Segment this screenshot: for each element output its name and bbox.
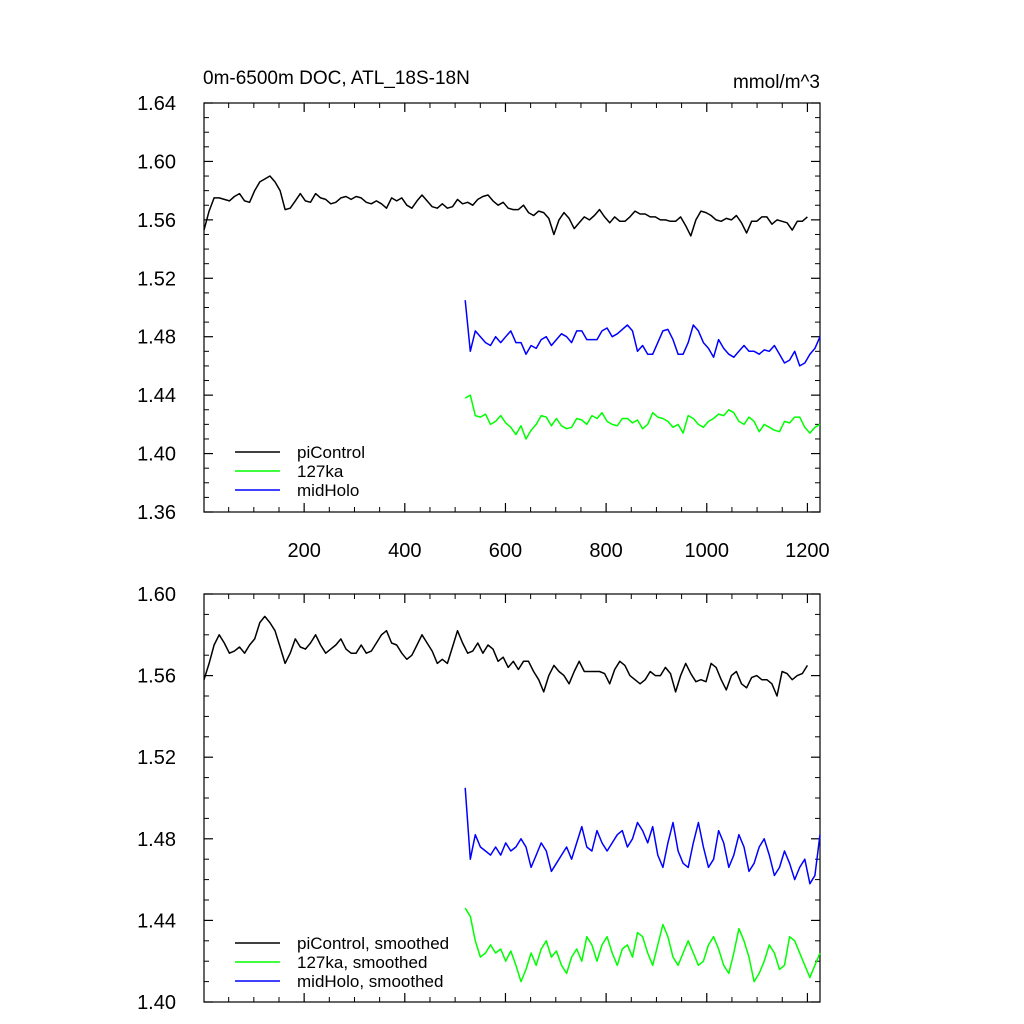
x-tick-label: 600 (489, 540, 522, 562)
legend-label: midHolo (297, 481, 359, 500)
bottom-panel: 1.40 1.44 1.48 1.52 1.56 1.60 piControl, smoot… (137, 584, 821, 1014)
series-line-picontrol (203, 175, 808, 237)
y-tick-label: 1.56 (137, 666, 176, 688)
y-tick-label: 1.64 (137, 93, 176, 115)
y-tick-label: 1.36 (137, 502, 176, 524)
series-line-picontrol-smoothed (203, 615, 809, 697)
y-tick-label: 1.40 (137, 444, 176, 466)
series-line-midholo-smoothed (464, 787, 821, 885)
legend-label: piControl (297, 443, 365, 462)
top-panel-units: mmol/m^3 (733, 72, 820, 93)
y-tick-label: 1.44 (137, 385, 176, 407)
top-panel-title: 0m-6500m DOC, ATL_18S-18N (203, 68, 470, 89)
x-tick-label: 200 (287, 540, 320, 562)
y-tick-label: 1.48 (137, 327, 176, 349)
x-tick-label: 400 (388, 540, 421, 562)
y-tick-label: 1.60 (137, 151, 176, 173)
legend-label: midHolo, smoothed (297, 972, 443, 991)
y-tick-label: 1.52 (137, 268, 176, 290)
legend-label: 127ka, smoothed (297, 953, 427, 972)
y-tick-label: 1.52 (137, 747, 176, 769)
y-tick-label: 1.44 (137, 910, 176, 932)
y-tick-label: 1.60 (137, 584, 176, 606)
legend-label: 127ka (297, 462, 344, 481)
y-tick-label: 1.40 (137, 992, 176, 1014)
top-panel: 0m-6500m DOC, ATL_18S-18N mmol/m^3 1.36 1… (137, 68, 830, 562)
series-line-midholo (464, 300, 821, 367)
x-tick-label: 1200 (785, 540, 830, 562)
x-tick-label: 1000 (685, 540, 730, 562)
x-tick-label: 800 (589, 540, 622, 562)
y-tick-label: 1.48 (137, 829, 176, 851)
legend-label: piControl, smoothed (297, 934, 449, 953)
series-line-127ka-smoothed (464, 907, 821, 983)
y-tick-label: 1.56 (137, 210, 176, 232)
series-line-127ka (464, 394, 821, 440)
